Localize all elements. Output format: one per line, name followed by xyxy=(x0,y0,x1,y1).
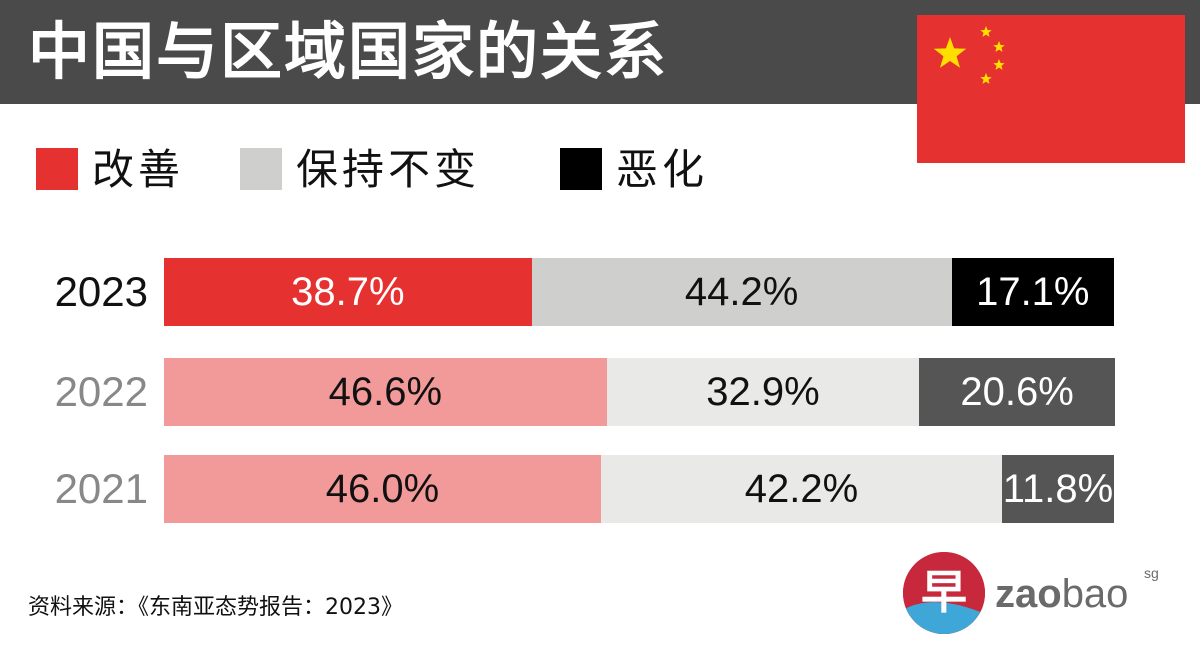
bar-segment: 38.7% xyxy=(164,258,532,326)
small-star-icon xyxy=(993,41,1005,52)
bar-segment: 32.9% xyxy=(606,358,920,426)
data-label: 44.2% xyxy=(684,270,799,314)
source-note: 资料来源：《东南亚态势报告：2023》 xyxy=(28,595,403,620)
legend-label-worsen: 恶化 xyxy=(616,145,709,194)
zaobao-logo-icon: 早 xyxy=(903,552,985,634)
small-star-icon xyxy=(993,59,1005,70)
legend-swatch-unchanged xyxy=(240,148,282,190)
year-label: 2021 xyxy=(54,465,148,512)
year-label: 2022 xyxy=(54,368,148,415)
chart-title: 中国与区域国家的关系 xyxy=(28,15,669,88)
bar-segment: 20.6% xyxy=(919,358,1115,426)
large-star-icon xyxy=(933,37,967,68)
data-label: 11.8% xyxy=(1002,467,1114,511)
legend-swatch-improve xyxy=(36,148,78,190)
bar-segment: 42.2% xyxy=(601,455,1002,523)
data-label: 46.6% xyxy=(328,370,443,414)
logo-glyph: 早 xyxy=(921,565,967,619)
year-label: 2023 xyxy=(54,268,148,315)
data-label: 46.0% xyxy=(325,467,440,511)
data-label: 32.9% xyxy=(706,370,820,414)
data-label: 20.6% xyxy=(960,370,1074,414)
logo-wordmark-light: bao xyxy=(1061,572,1129,616)
data-label: 42.2% xyxy=(744,467,859,511)
bar-segment: 11.8% xyxy=(1001,455,1114,523)
logo-wordmark-bold: zao xyxy=(995,572,1062,616)
legend-label-improve: 改善 xyxy=(92,145,185,194)
logo-suffix: sg xyxy=(1144,565,1159,581)
bar-segment: 46.0% xyxy=(164,455,601,523)
small-star-icon xyxy=(980,26,992,37)
bar-segment: 46.6% xyxy=(164,358,607,426)
bar-segment: 44.2% xyxy=(531,258,952,326)
legend-swatch-worsen xyxy=(560,148,602,190)
bar-segment: 17.1% xyxy=(951,258,1114,326)
data-label: 17.1% xyxy=(976,270,1090,314)
data-label: 38.7% xyxy=(291,270,405,314)
china-flag-icon xyxy=(917,15,1185,163)
small-star-icon xyxy=(980,73,992,84)
logo-wordmark: zaobao xyxy=(995,572,1128,616)
legend-label-unchanged: 保持不变 xyxy=(296,145,481,194)
